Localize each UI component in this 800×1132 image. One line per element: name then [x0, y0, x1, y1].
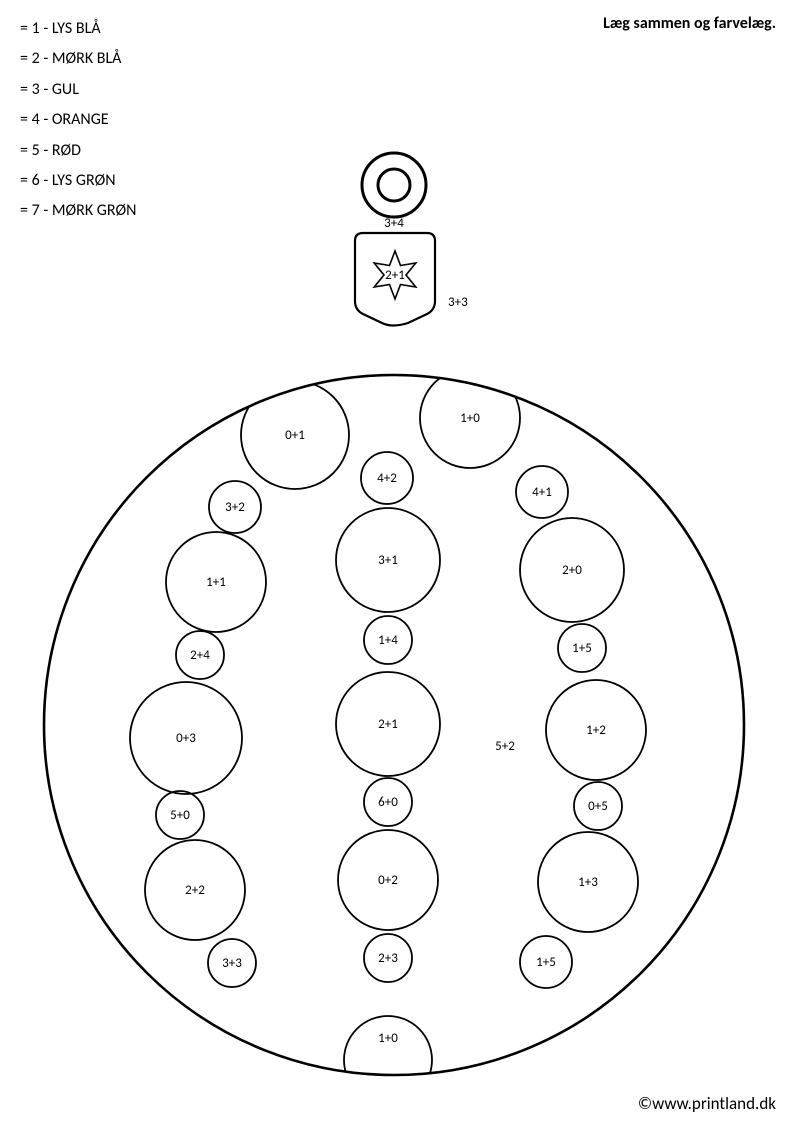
math-label: 3+3 [448, 295, 468, 310]
footer-credit: ©www.printland.dk [638, 1093, 776, 1114]
math-label: 1+1 [206, 575, 226, 590]
math-label: 1+2 [586, 723, 606, 738]
math-label: 3+4 [384, 216, 404, 231]
math-label: 3+2 [225, 500, 245, 515]
math-label: 5+2 [495, 739, 515, 754]
math-label: 0+2 [378, 873, 398, 888]
math-label: 1+5 [536, 955, 556, 970]
math-label: 0+1 [285, 428, 305, 443]
math-label: 3+1 [378, 553, 398, 568]
hanger-inner [378, 169, 410, 201]
math-label: 1+4 [378, 633, 398, 648]
math-label: 4+2 [377, 471, 397, 486]
math-label: 2+3 [378, 951, 398, 966]
math-label: 3+3 [222, 956, 242, 971]
math-label: 5+0 [170, 808, 190, 823]
math-label: 6+0 [378, 795, 398, 810]
math-label: 0+5 [588, 799, 608, 814]
math-label: 2+2 [185, 883, 205, 898]
math-label: 2+0 [562, 563, 582, 578]
math-label: 1+0 [378, 1031, 398, 1046]
hanger-outer [362, 153, 426, 217]
math-label: 1+3 [578, 875, 598, 890]
math-label: 2+1 [385, 268, 405, 283]
ornament-drawing: 3+4 3+3 2+1 0+1 3+2 1+1 2+4 0+3 5+0 2+2 3+3 1+0 4+2 3… [0, 0, 800, 1132]
math-label: 1+0 [460, 411, 480, 426]
math-label: 2+1 [378, 717, 398, 732]
math-label: 4+1 [532, 485, 552, 500]
bubbles-group: 0+1 3+2 1+1 2+4 0+3 5+0 2+2 3+3 1+0 4+2 3+1 1+4 2+1 6… [130, 368, 646, 1104]
math-label: 1+5 [572, 641, 592, 656]
math-label: 0+3 [176, 731, 196, 746]
bubble [344, 1016, 432, 1104]
math-label: 2+4 [190, 648, 210, 663]
worksheet-page: = 1 - LYS BLÅ = 2 - MØRK BLÅ = 3 - GUL =… [0, 0, 800, 1132]
